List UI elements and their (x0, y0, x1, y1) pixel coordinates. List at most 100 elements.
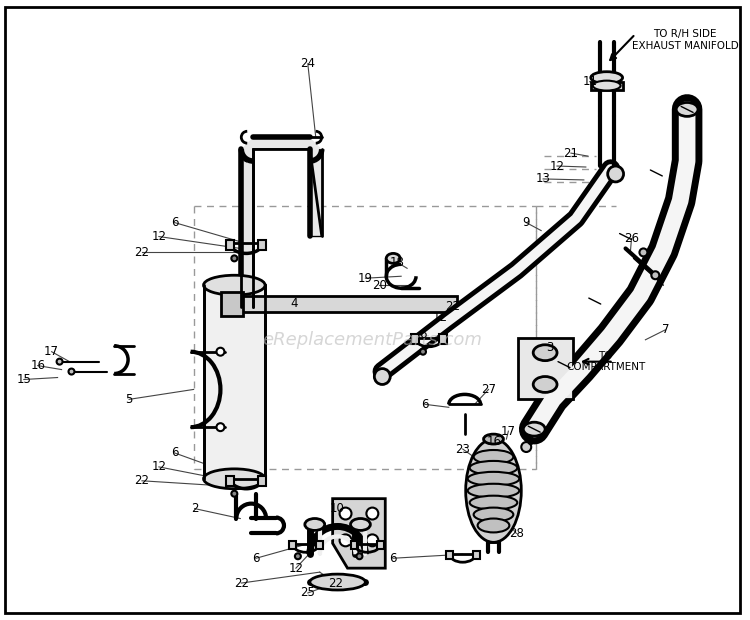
Bar (226, 476, 234, 485)
Ellipse shape (470, 495, 518, 510)
Text: 12: 12 (550, 159, 565, 172)
Circle shape (367, 508, 378, 520)
Text: 12: 12 (289, 562, 304, 575)
Text: 12: 12 (152, 461, 166, 474)
Circle shape (521, 442, 531, 452)
Ellipse shape (608, 166, 623, 182)
Ellipse shape (676, 102, 698, 117)
Text: 6: 6 (171, 216, 178, 229)
Bar (258, 241, 266, 250)
Bar (203, 285, 265, 479)
Text: 22: 22 (446, 299, 460, 312)
Circle shape (68, 368, 74, 374)
Text: eReplacementParts.com: eReplacementParts.com (262, 331, 482, 349)
Circle shape (217, 348, 224, 356)
Text: 2: 2 (190, 502, 198, 515)
Text: 12: 12 (152, 230, 166, 243)
Text: 17: 17 (44, 345, 59, 358)
Bar (258, 476, 266, 485)
Text: 28: 28 (509, 527, 524, 540)
Bar (226, 241, 234, 250)
Text: 25: 25 (300, 587, 315, 600)
Polygon shape (228, 296, 457, 312)
Polygon shape (242, 137, 322, 307)
Text: 15: 15 (16, 373, 32, 386)
Ellipse shape (533, 376, 557, 392)
Text: 9: 9 (523, 216, 530, 229)
Text: 4: 4 (290, 296, 298, 309)
Circle shape (231, 490, 237, 497)
Circle shape (367, 534, 378, 546)
Text: 12: 12 (432, 311, 447, 324)
Circle shape (56, 358, 62, 365)
Ellipse shape (466, 439, 521, 542)
Text: 16: 16 (30, 359, 45, 372)
Bar (221, 292, 243, 316)
Ellipse shape (524, 422, 545, 436)
Text: 22: 22 (234, 577, 249, 590)
Text: 8: 8 (526, 435, 534, 448)
Bar (446, 551, 453, 559)
Ellipse shape (592, 81, 620, 91)
Text: 10: 10 (330, 502, 345, 515)
Circle shape (295, 553, 301, 559)
Text: 21: 21 (563, 146, 578, 159)
Bar (350, 541, 358, 549)
Ellipse shape (203, 469, 265, 489)
Text: 6: 6 (253, 552, 260, 565)
Text: 3: 3 (547, 341, 554, 354)
Bar (289, 541, 296, 549)
Ellipse shape (474, 450, 513, 464)
Text: 7: 7 (662, 324, 669, 337)
Text: 6: 6 (171, 446, 178, 459)
Ellipse shape (474, 508, 513, 521)
Bar (316, 541, 322, 549)
Ellipse shape (374, 368, 390, 384)
Text: 16: 16 (487, 435, 502, 448)
Text: 6: 6 (419, 329, 427, 342)
Ellipse shape (468, 472, 519, 485)
Text: 26: 26 (624, 232, 639, 245)
Text: 24: 24 (300, 57, 315, 70)
Text: 5: 5 (125, 393, 133, 406)
Ellipse shape (478, 518, 509, 533)
Ellipse shape (350, 518, 370, 531)
Bar (377, 541, 384, 549)
Text: 23: 23 (455, 443, 470, 456)
Text: 6: 6 (389, 552, 397, 565)
Circle shape (356, 553, 362, 559)
Ellipse shape (470, 461, 518, 475)
Text: 13: 13 (536, 172, 550, 185)
Circle shape (640, 249, 647, 257)
Ellipse shape (310, 574, 365, 590)
Ellipse shape (468, 484, 519, 498)
Ellipse shape (203, 275, 265, 295)
Text: 17: 17 (501, 425, 516, 438)
Bar (411, 334, 419, 343)
Bar (591, 82, 622, 89)
Circle shape (231, 255, 237, 262)
Text: 22: 22 (134, 474, 149, 487)
Circle shape (340, 508, 352, 520)
Text: 22: 22 (134, 246, 149, 259)
Text: 6: 6 (422, 398, 429, 411)
Ellipse shape (386, 254, 400, 264)
Ellipse shape (591, 72, 622, 84)
Polygon shape (333, 498, 386, 568)
Text: 22: 22 (328, 577, 343, 590)
Text: TO R/H SIDE
EXHAUST MANIFOLD: TO R/H SIDE EXHAUST MANIFOLD (632, 29, 739, 51)
Text: TO
COMPARTMENT: TO COMPARTMENT (566, 351, 645, 373)
Text: 27: 27 (481, 383, 496, 396)
Circle shape (217, 423, 224, 431)
Circle shape (651, 272, 659, 279)
Text: 18: 18 (390, 256, 404, 269)
Circle shape (340, 534, 352, 546)
Text: 20: 20 (372, 278, 387, 291)
Ellipse shape (484, 434, 503, 444)
Text: 19: 19 (358, 272, 373, 285)
Ellipse shape (533, 345, 557, 361)
Circle shape (420, 348, 426, 355)
Ellipse shape (304, 518, 325, 531)
Bar (439, 334, 447, 343)
Bar (518, 338, 573, 399)
